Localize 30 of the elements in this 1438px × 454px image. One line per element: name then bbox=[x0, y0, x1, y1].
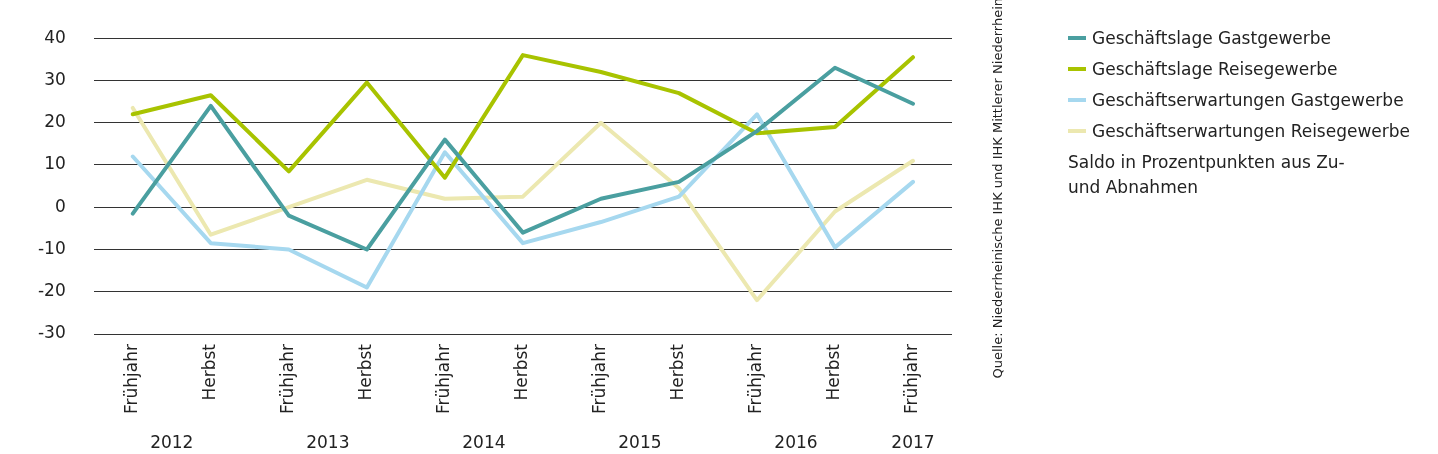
legend-label: Geschäftslage Reisegewerbe bbox=[1092, 58, 1338, 79]
text: 2015 bbox=[618, 431, 662, 452]
y-tick-label: -10 bbox=[37, 237, 66, 258]
legend-label: Geschäftserwartungen Reisegewerbe bbox=[1092, 120, 1411, 141]
x-tick-label: Herbst bbox=[355, 343, 376, 401]
x-tick-label: Frühjahr bbox=[277, 344, 298, 414]
text: Saldo in Prozentpunkten aus Zu- und Abnahmen bbox=[1068, 151, 1346, 199]
x-tick-label: Frühjahr bbox=[745, 344, 766, 414]
y-tick-label: -20 bbox=[37, 280, 66, 301]
text: 2014 bbox=[462, 431, 506, 452]
x-tick-label: Herbst bbox=[823, 343, 844, 401]
y-tick-label: 0 bbox=[54, 195, 66, 216]
y-tick-label: 20 bbox=[44, 111, 66, 132]
text: 2013 bbox=[306, 431, 350, 452]
x-tick-label: Frühjahr bbox=[589, 344, 610, 414]
y-tick-label: 40 bbox=[44, 26, 66, 47]
x-tick-label: Frühjahr bbox=[901, 344, 922, 414]
y-tick-label: 30 bbox=[44, 68, 66, 89]
y-tick-label: 10 bbox=[44, 153, 66, 174]
y-tick-label: -30 bbox=[37, 322, 66, 343]
x-tick-label: Herbst bbox=[511, 343, 532, 401]
text: 2012 bbox=[150, 431, 194, 452]
x-tick-label: Frühjahr bbox=[433, 344, 454, 414]
text: 2016 bbox=[774, 431, 818, 452]
x-tick-label: Frühjahr bbox=[121, 344, 142, 414]
x-tick-label: Herbst bbox=[667, 343, 688, 401]
legend-label: Geschäftslage Gastgewerbe bbox=[1092, 27, 1331, 48]
legend-label: Geschäftserwartungen Gastgewerbe bbox=[1092, 89, 1404, 110]
text: 2017 bbox=[891, 431, 935, 452]
x-tick-label: Herbst bbox=[199, 343, 220, 401]
